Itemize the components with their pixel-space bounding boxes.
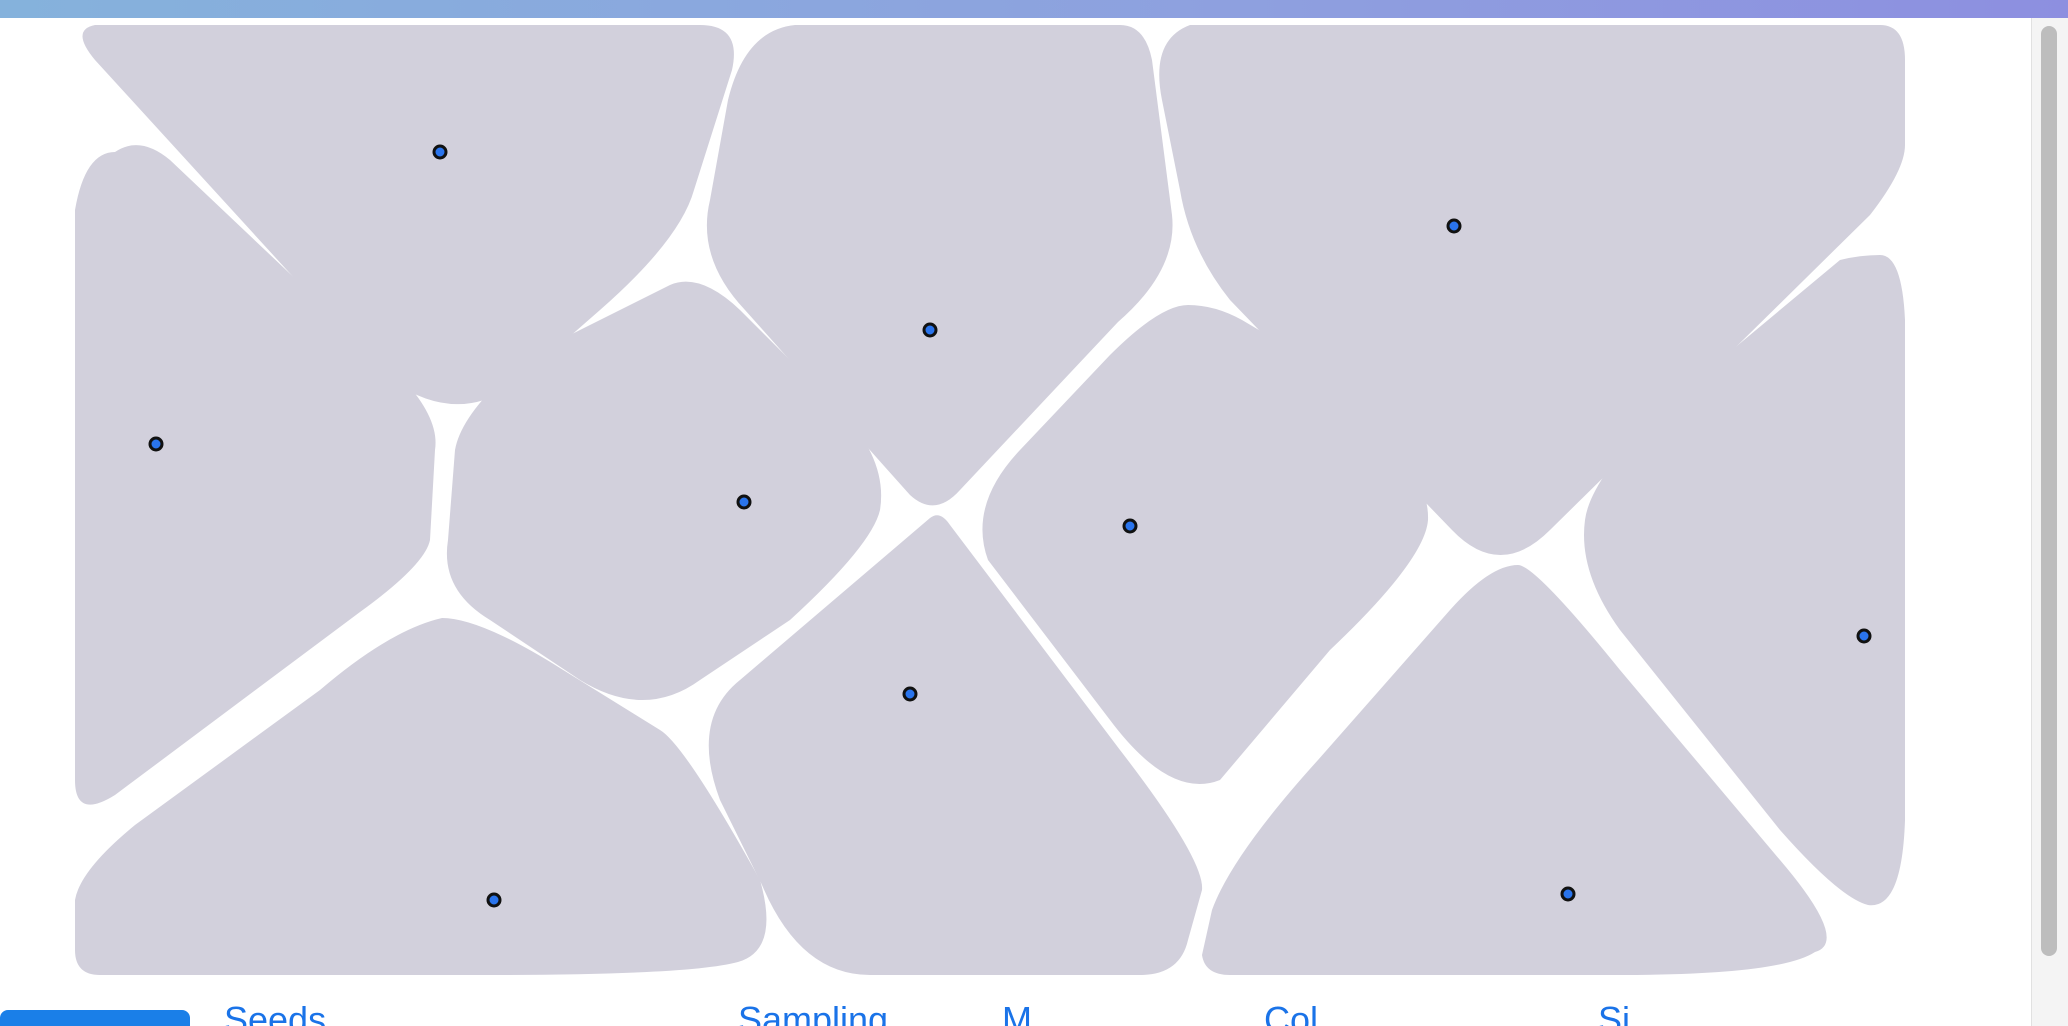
tab-seeds[interactable]: Seeds [224,999,327,1026]
seed-point-icon[interactable] [432,144,448,160]
seed-point-icon[interactable] [902,686,918,702]
voronoi-cell-7[interactable] [1584,255,1905,906]
seed-point-icon[interactable] [148,436,164,452]
seed-point-icon[interactable] [736,494,752,510]
seed-point-icon[interactable] [1122,518,1138,534]
voronoi-cell-9[interactable] [708,515,1203,975]
tab-sampling[interactable]: Sampling [738,999,889,1026]
voronoi-cell-5[interactable] [446,281,882,700]
voronoi-cell-8[interactable] [75,618,767,975]
voronoi-canvas[interactable] [0,18,2032,1026]
tab-m[interactable]: M [1002,999,1032,1026]
tab-col[interactable]: Col [1264,999,1319,1026]
primary-action-button[interactable] [0,1010,190,1026]
seed-point-icon[interactable] [1560,886,1576,902]
seed-point-icon[interactable] [922,322,938,338]
vertical-scrollbar[interactable] [2031,18,2068,1026]
bottom-toolbar: Seeds Sampling M Col Si [0,996,2032,1026]
voronoi-cell-6[interactable] [982,305,1429,784]
seed-point-icon[interactable] [1446,218,1462,234]
voronoi-cell-3[interactable] [1159,25,1905,555]
voronoi-cell-10[interactable] [1202,565,1827,975]
seed-point-icon[interactable] [486,892,502,908]
voronoi-cell-2[interactable] [706,25,1173,506]
voronoi-cell-1[interactable] [82,25,734,405]
window-top-bar [0,0,2068,18]
seed-point-icon[interactable] [1856,628,1872,644]
tab-si[interactable]: Si [1598,999,1631,1026]
scrollbar-thumb[interactable] [2041,26,2057,956]
voronoi-cell-4[interactable] [75,145,436,805]
